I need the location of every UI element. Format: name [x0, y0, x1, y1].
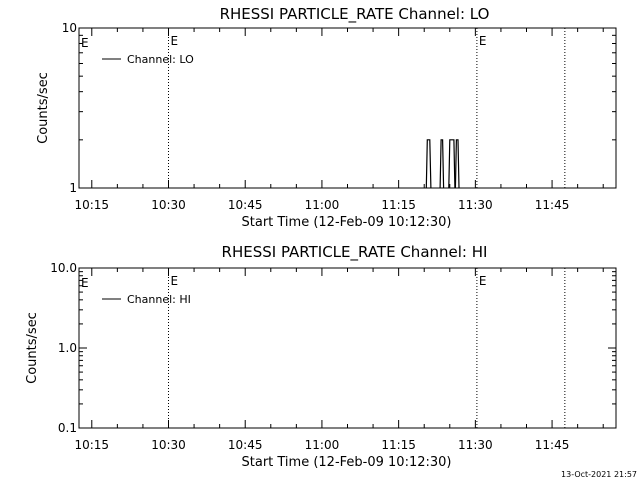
y-tick-label: 1: [69, 181, 77, 195]
y-axis-label: Counts/sec: [36, 72, 51, 144]
series-line-segment: [448, 139, 456, 189]
x-tick-label: 11:00: [305, 438, 340, 452]
x-tick-label: 11:15: [381, 438, 416, 452]
plot-frame: [78, 267, 617, 429]
x-tick-label: 10:15: [74, 198, 109, 212]
x-tick-label: 10:45: [228, 198, 263, 212]
legend-label: Channel: LO: [127, 53, 194, 66]
flag-label: E: [171, 274, 179, 288]
y-axis-label: Counts/sec: [25, 312, 40, 384]
y-tick-label: 0.1: [58, 421, 77, 435]
x-tick-label: 10:30: [151, 198, 186, 212]
x-tick-label: 11:45: [535, 198, 570, 212]
x-tick-label: 11:30: [458, 198, 493, 212]
y-tick-label: 10.0: [50, 261, 77, 275]
chart-panel-2: RHESSI PARTICLE_RATE Channel: HI 10:15 10:…: [25, 243, 617, 470]
x-axis-label: Start Time (12-Feb-09 10:12:30): [242, 215, 452, 230]
plot-frame: [78, 27, 617, 189]
flag-label: E: [171, 34, 179, 48]
legend-label: Channel: HI: [127, 293, 191, 306]
y-tick-label: 10: [62, 21, 77, 35]
x-tick-label: 11:45: [535, 438, 570, 452]
timestamp: 13-Oct-2021 21:57: [561, 470, 637, 479]
x-tick-label: 10:30: [151, 438, 186, 452]
chart-title: RHESSI PARTICLE_RATE Channel: LO: [220, 5, 490, 24]
chart-title: RHESSI PARTICLE_RATE Channel: HI: [222, 243, 488, 262]
edge-flag-label: E: [81, 36, 89, 50]
x-tick-label: 11:00: [305, 198, 340, 212]
series-line-segment: [439, 139, 445, 189]
x-tick-label: 10:45: [228, 438, 263, 452]
flag-label: E: [479, 274, 487, 288]
series-line-segment: [454, 139, 460, 189]
series-line-segment: [425, 139, 432, 189]
chart-panel-1: RHESSI PARTICLE_RATE Channel: LO 10:15 10:…: [36, 5, 617, 230]
x-axis-label: Start Time (12-Feb-09 10:12:30): [242, 455, 452, 470]
x-tick-label: 11:15: [381, 198, 416, 212]
flag-label: E: [479, 34, 487, 48]
x-tick-label: 11:30: [458, 438, 493, 452]
y-tick-label: 1.0: [58, 341, 77, 355]
x-tick-label: 10:15: [74, 438, 109, 452]
edge-flag-label: E: [81, 276, 89, 290]
